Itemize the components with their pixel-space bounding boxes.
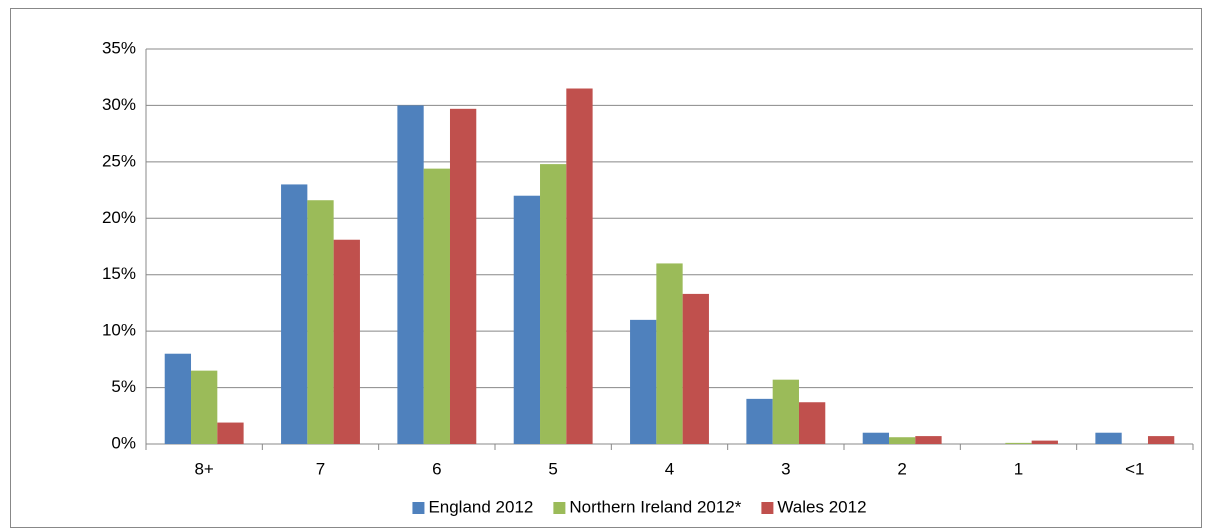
bar [746,398,773,444]
legend-label: England 2012 [428,497,533,516]
y-tick-label: 35% [102,38,136,57]
chart-border [10,8,1202,528]
bar [164,353,192,444]
bar [333,239,360,444]
legend-swatch [553,502,566,514]
bar [307,200,334,444]
bar [1031,440,1058,444]
legend-label: Northern Ireland 2012* [569,497,741,516]
legend-swatch [412,502,425,514]
bar [281,184,308,444]
bar [630,319,657,444]
bar [1005,442,1032,444]
legend-swatch [761,502,774,514]
bar [540,164,567,444]
y-tick-label: 0% [111,433,136,452]
bar [682,293,709,444]
x-tick-label: 5 [548,459,557,478]
bar [566,88,593,444]
y-tick-label: 30% [102,95,136,114]
x-tick-label: 8+ [194,459,213,478]
bar [397,105,424,444]
y-tick-label: 10% [102,321,136,340]
x-tick-label: 4 [665,459,674,478]
y-tick-label: 15% [102,264,136,283]
x-tick-label: 1 [1014,459,1023,478]
bar [772,379,799,444]
y-tick-label: 20% [102,208,136,227]
x-tick-label: 3 [781,459,790,478]
x-tick-label: 6 [432,459,441,478]
bar [862,432,890,444]
bar [656,263,683,444]
bar [423,168,450,444]
bar [889,437,916,444]
bar [191,370,218,444]
bar [513,195,541,444]
y-tick-label: 25% [102,151,136,170]
x-tick-label: 2 [897,459,906,478]
bar [449,108,477,445]
bar [1095,432,1122,444]
y-tick-label: 5% [111,377,136,396]
bar [1147,436,1175,444]
legend-label: Wales 2012 [777,497,866,516]
bar [217,422,244,444]
x-tick-label: 7 [316,459,325,478]
x-tick-label: <1 [1125,459,1144,478]
bar [915,436,942,444]
bar [798,402,826,444]
